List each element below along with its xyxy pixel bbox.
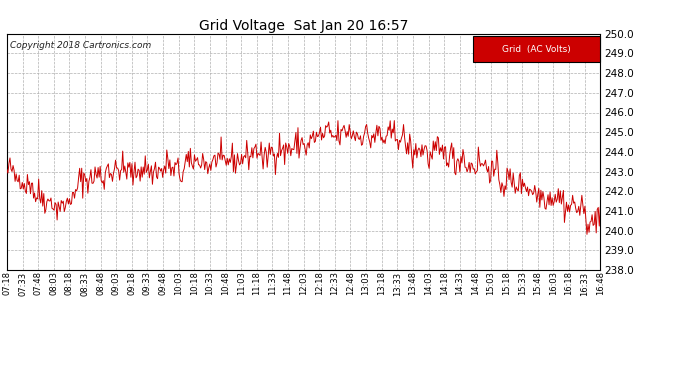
Text: Grid  (AC Volts): Grid (AC Volts) bbox=[502, 45, 571, 54]
Text: Copyright 2018 Cartronics.com: Copyright 2018 Cartronics.com bbox=[10, 41, 151, 50]
Title: Grid Voltage  Sat Jan 20 16:57: Grid Voltage Sat Jan 20 16:57 bbox=[199, 19, 408, 33]
Bar bbox=[473, 36, 600, 62]
